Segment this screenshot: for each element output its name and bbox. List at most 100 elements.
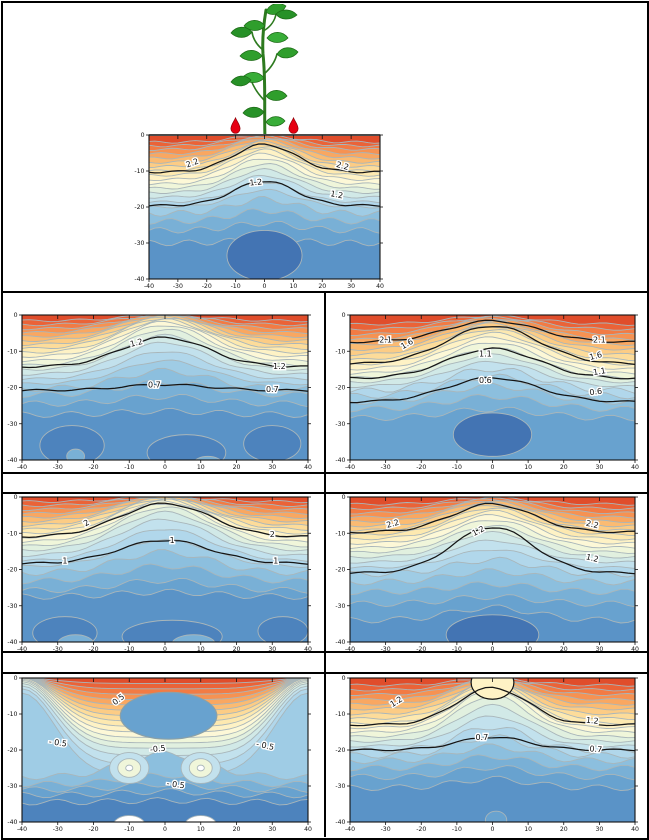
plant-icon — [230, 4, 299, 138]
svg-text:-10: -10 — [335, 711, 345, 718]
svg-text:-30: -30 — [53, 646, 63, 653]
svg-text:-20: -20 — [88, 646, 98, 653]
svg-text:10: 10 — [197, 646, 205, 653]
svg-text:30: 30 — [268, 826, 276, 833]
svg-text:2.1: 2.1 — [379, 336, 392, 345]
svg-text:-10: -10 — [124, 464, 134, 471]
svg-text:0.7: 0.7 — [148, 381, 161, 390]
svg-text:-10: -10 — [452, 646, 462, 653]
svg-text:30: 30 — [595, 826, 603, 833]
svg-text:-20: -20 — [88, 826, 98, 833]
svg-text:- 0.5: - 0.5 — [166, 779, 185, 790]
svg-text:-30: -30 — [381, 646, 391, 653]
svg-text:-30: -30 — [53, 826, 63, 833]
svg-text:0: 0 — [14, 312, 18, 319]
svg-text:-40: -40 — [7, 639, 17, 646]
svg-text:-20: -20 — [202, 283, 212, 290]
svg-text:20: 20 — [318, 283, 326, 290]
svg-text:-40: -40 — [345, 826, 355, 833]
svg-text:-30: -30 — [53, 464, 63, 471]
svg-text:2.1: 2.1 — [593, 336, 606, 345]
svg-text:10: 10 — [289, 283, 297, 290]
svg-text:0.7: 0.7 — [589, 744, 602, 754]
svg-text:2: 2 — [82, 518, 91, 528]
svg-text:0: 0 — [342, 675, 346, 682]
svg-text:-40: -40 — [144, 283, 154, 290]
svg-text:-10: -10 — [231, 283, 241, 290]
svg-text:0: 0 — [14, 675, 18, 682]
contour-panel-row3-left: 0.5- 0.5 -0.5- 0.5- 0.5 -40 -30 -20 -10 0 10 20 3… — [2, 672, 321, 838]
svg-text:0: 0 — [491, 826, 495, 833]
svg-text:-0.5: -0.5 — [150, 744, 166, 755]
svg-text:-20: -20 — [7, 385, 17, 392]
svg-text:20: 20 — [560, 464, 568, 471]
svg-text:-40: -40 — [7, 457, 17, 464]
svg-text:-20: -20 — [416, 464, 426, 471]
svg-text:-30: -30 — [335, 783, 345, 790]
plant-illustration — [220, 4, 310, 138]
svg-text:0.6: 0.6 — [589, 387, 603, 398]
svg-text:20: 20 — [233, 826, 241, 833]
svg-text:-30: -30 — [381, 826, 391, 833]
svg-text:40: 40 — [304, 826, 312, 833]
svg-text:0: 0 — [163, 646, 167, 653]
svg-text:-40: -40 — [17, 826, 27, 833]
contour-panel-row1-right: 2.1 2.1 1.6 1.6 1.1 1.1 0.6 0.6 -40 -30 -20 -10 0 10 2… — [330, 309, 648, 476]
svg-text:1.2: 1.2 — [330, 189, 344, 200]
svg-text:- 0.5: - 0.5 — [48, 737, 67, 748]
svg-text:-20: -20 — [7, 747, 17, 754]
svg-text:-20: -20 — [335, 567, 345, 574]
svg-text:0: 0 — [141, 132, 145, 139]
svg-text:0: 0 — [263, 283, 267, 290]
svg-text:-10: -10 — [452, 826, 462, 833]
contour-panel-row2-left: 2 2 1 1 1 -40 -30 -20 -10 0 10 20 30 40 0 -10 -20 -30 -40 — [2, 491, 321, 658]
svg-text:0.7: 0.7 — [475, 733, 488, 742]
svg-text:30: 30 — [347, 283, 355, 290]
svg-text:20: 20 — [233, 646, 241, 653]
svg-text:1.2: 1.2 — [249, 177, 263, 187]
svg-text:-30: -30 — [134, 240, 144, 247]
svg-text:1.2: 1.2 — [585, 716, 599, 726]
svg-text:-10: -10 — [134, 168, 144, 175]
column-divider — [324, 291, 326, 837]
svg-text:-40: -40 — [335, 457, 345, 464]
svg-text:-40: -40 — [335, 819, 345, 826]
svg-text:-40: -40 — [7, 819, 17, 826]
svg-text:30: 30 — [268, 464, 276, 471]
svg-text:20: 20 — [560, 646, 568, 653]
contour-panel-top: 2.2 2.2 1.2 1.2 -40 -30 -20 -10 0 10 20 30 40 0 -10 -20… — [129, 129, 393, 295]
svg-text:-20: -20 — [416, 826, 426, 833]
svg-text:-30: -30 — [335, 421, 345, 428]
svg-text:40: 40 — [631, 464, 639, 471]
svg-text:0: 0 — [163, 826, 167, 833]
svg-text:-10: -10 — [335, 530, 345, 537]
svg-text:-40: -40 — [17, 646, 27, 653]
svg-text:-30: -30 — [7, 421, 17, 428]
contour-panel-row2-right: 2.2 2.2 1.2 1.2 -40 -30 -20 -10 0 10 20 30 40 0 -10 -20… — [330, 491, 648, 658]
water-drop-right-icon — [288, 116, 299, 136]
svg-text:-40: -40 — [335, 639, 345, 646]
svg-text:0: 0 — [163, 464, 167, 471]
svg-text:-30: -30 — [381, 464, 391, 471]
svg-text:30: 30 — [595, 646, 603, 653]
svg-text:30: 30 — [268, 646, 276, 653]
svg-text:-10: -10 — [7, 711, 17, 718]
svg-text:-20: -20 — [416, 646, 426, 653]
svg-text:-20: -20 — [134, 204, 144, 211]
svg-text:20: 20 — [233, 464, 241, 471]
svg-text:40: 40 — [631, 826, 639, 833]
svg-text:0: 0 — [14, 494, 18, 501]
svg-text:10: 10 — [524, 464, 532, 471]
svg-text:2: 2 — [270, 530, 275, 539]
svg-text:1: 1 — [170, 536, 175, 545]
svg-text:-40: -40 — [134, 276, 144, 283]
svg-text:-10: -10 — [7, 530, 17, 537]
svg-text:0: 0 — [491, 646, 495, 653]
svg-text:-20: -20 — [335, 385, 345, 392]
svg-text:1.1: 1.1 — [479, 350, 492, 359]
svg-text:0: 0 — [342, 494, 346, 501]
svg-text:-10: -10 — [335, 348, 345, 355]
svg-text:-30: -30 — [335, 603, 345, 610]
